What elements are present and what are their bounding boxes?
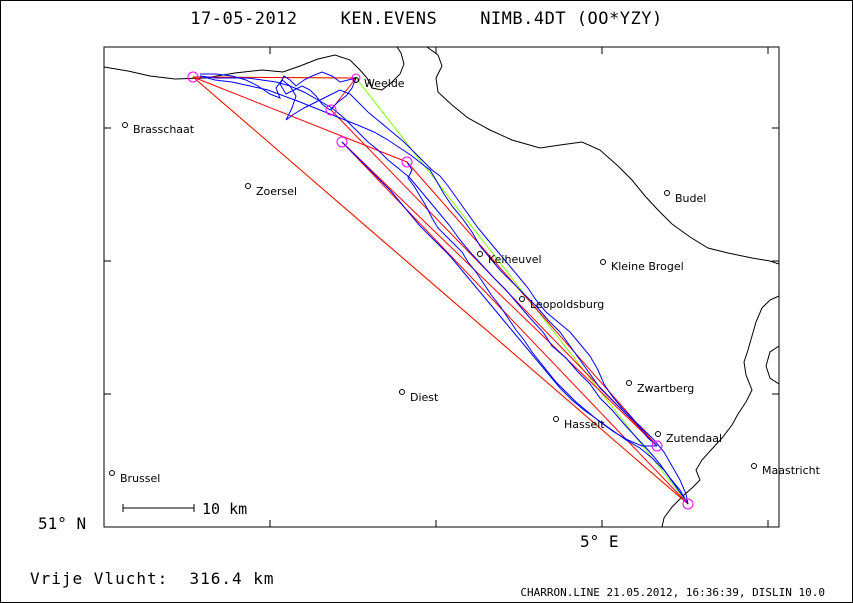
- city-marker-maastricht: [752, 464, 757, 469]
- city-label-weelde: Weelde: [364, 77, 405, 90]
- track-segment: [200, 76, 688, 504]
- city-label-brasschaat: Brasschaat: [133, 123, 195, 136]
- scale-bar-label: 10 km: [202, 500, 247, 518]
- city-label-budel: Budel: [675, 192, 706, 205]
- track-segment: [200, 76, 688, 504]
- city-label-brussel: Brussel: [120, 472, 160, 485]
- city-markers: [110, 78, 757, 476]
- flight-distance: Vrije Vlucht: 316.4 km: [30, 571, 275, 587]
- country-border: [104, 47, 779, 527]
- border-nl-corner: [766, 346, 779, 384]
- border-east: [427, 47, 779, 264]
- city-label-zoersel: Zoersel: [256, 185, 297, 198]
- city-label-leopoldsburg: Leopoldsburg: [530, 298, 604, 311]
- task-leg: [193, 77, 688, 504]
- city-label-maastricht: Maastricht: [762, 464, 821, 477]
- map-frame: [104, 47, 779, 527]
- city-label-zutendaal: Zutendaal: [666, 432, 722, 445]
- city-marker-keiheuvel: [478, 252, 483, 257]
- task-leg: [342, 142, 688, 504]
- latitude-label: 51° N: [38, 516, 86, 532]
- city-marker-leopoldsburg: [520, 297, 525, 302]
- city-marker-zwartberg: [627, 381, 632, 386]
- city-marker-zutendaal: [656, 432, 661, 437]
- frame-ticks: [104, 47, 779, 527]
- city-label-zwartberg: Zwartberg: [637, 382, 694, 395]
- longitude-label: 5° E: [580, 534, 619, 550]
- city-label-keiheuvel: Keiheuvel: [488, 253, 542, 266]
- city-marker-brasschaat: [123, 123, 128, 128]
- city-marker-hasselt: [554, 417, 559, 422]
- scale-bar: 10 km: [123, 500, 247, 518]
- city-marker-budel: [665, 191, 670, 196]
- software-footer: CHARRON.LINE 21.05.2012, 16:36:39, DISLI…: [520, 587, 825, 598]
- city-marker-brussel: [110, 471, 115, 476]
- city-marker-diest: [400, 390, 405, 395]
- task-legs: [193, 77, 688, 504]
- city-label-kleine-brogel: Kleine Brogel: [611, 260, 684, 273]
- city-label-diest: Diest: [410, 391, 439, 404]
- task-leg: [342, 142, 657, 446]
- city-marker-zoersel: [246, 184, 251, 189]
- city-marker-kleine-brogel: [601, 260, 606, 265]
- city-label-hasselt: Hasselt: [564, 418, 605, 431]
- flight-track: [200, 72, 688, 504]
